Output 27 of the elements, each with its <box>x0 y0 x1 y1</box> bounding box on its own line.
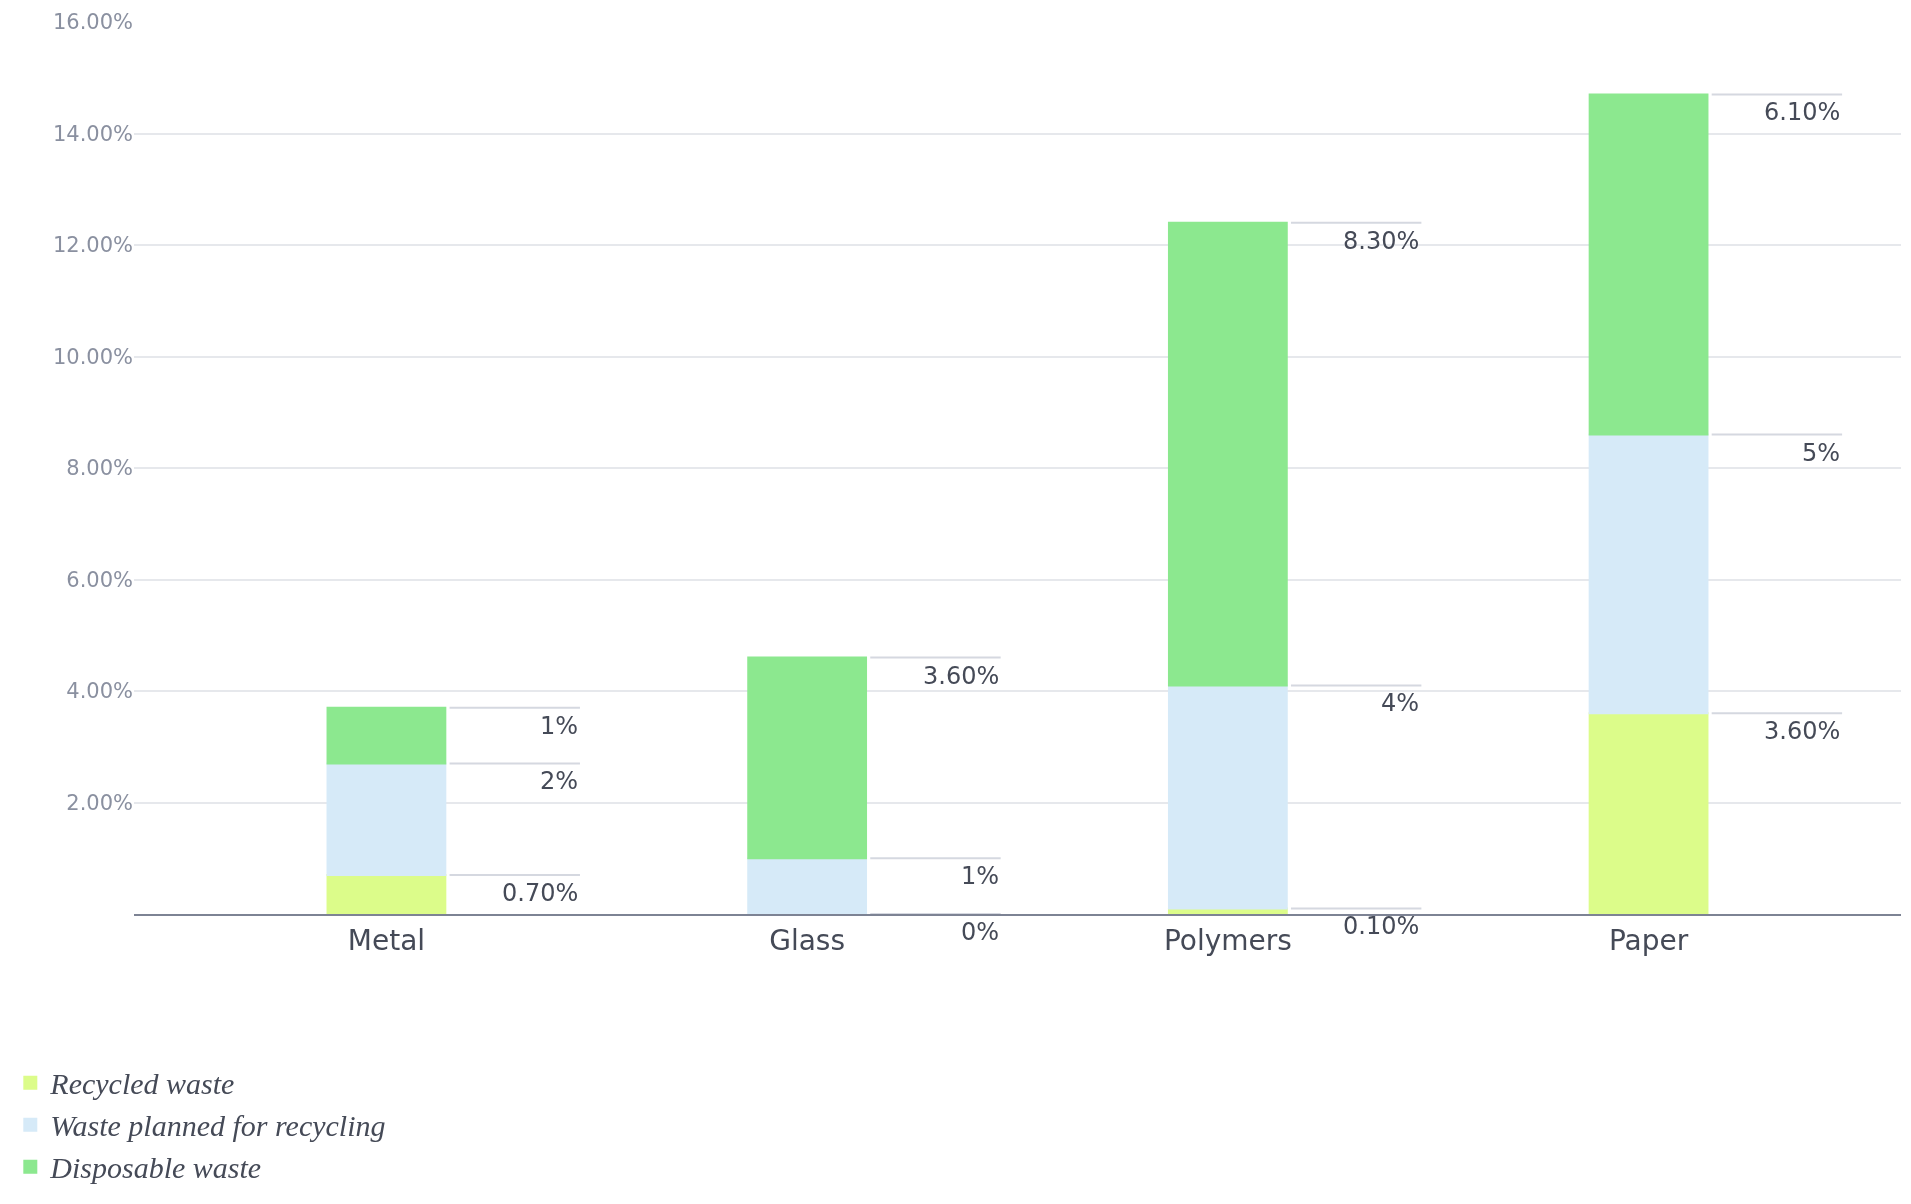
data-label: 1% <box>540 712 579 740</box>
data-label: 5% <box>1802 439 1841 467</box>
legend-label: Recycled waste <box>49 1067 235 1101</box>
x-tick-label: Metal <box>347 923 426 957</box>
data-label: 6.10% <box>1764 98 1841 126</box>
data-label: 1% <box>961 862 1000 890</box>
data-label: 0% <box>961 918 1000 946</box>
y-tick-label: 10.00% <box>52 344 133 369</box>
y-tick-label: 8.00% <box>66 456 133 481</box>
data-label: 0.10% <box>1343 912 1420 940</box>
y-tick-label: 16.00% <box>52 10 133 35</box>
y-tick-label: 12.00% <box>52 233 133 258</box>
x-tick-label: Polymers <box>1163 923 1292 957</box>
x-tick-label: Paper <box>1608 923 1689 957</box>
data-label: 2% <box>540 767 579 795</box>
data-label: 0.70% <box>502 879 579 907</box>
data-label: 3.60% <box>923 662 1000 690</box>
y-tick-label: 2.00% <box>66 790 133 815</box>
y-tick-label: 4.00% <box>66 679 133 704</box>
y-tick-label: 6.00% <box>66 567 133 592</box>
data-label: 4% <box>1381 689 1420 717</box>
data-label: 8.30% <box>1343 227 1420 255</box>
legend-label: Disposable waste <box>49 1151 262 1185</box>
legend-label: Waste planned for recycling <box>50 1109 386 1143</box>
data-label: 3.60% <box>1764 717 1841 745</box>
y-tick-label: 14.00% <box>52 121 133 146</box>
x-tick-label: Glass <box>769 923 846 957</box>
